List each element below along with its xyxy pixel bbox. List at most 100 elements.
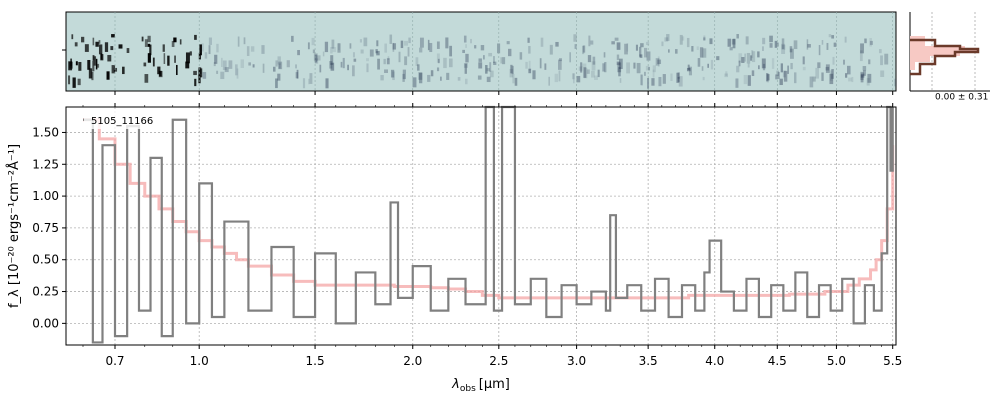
twod-pixel — [766, 73, 769, 82]
twod-pixel — [815, 67, 819, 79]
twod-pixel — [149, 44, 152, 56]
twod-pixel — [330, 62, 335, 71]
x-tick-label: 1.5 — [306, 354, 325, 368]
twod-pixel — [758, 65, 760, 70]
twod-pixel — [144, 74, 149, 83]
twod-pixel — [657, 59, 662, 65]
twod-pixel — [644, 71, 646, 76]
twod-pixel — [198, 74, 201, 84]
twod-pixel — [429, 42, 433, 53]
twod-pixel — [322, 51, 325, 57]
twod-pixel — [555, 41, 559, 47]
twod-pixel — [380, 75, 384, 81]
twod-pixel — [702, 76, 705, 81]
twod-pixel — [118, 44, 123, 49]
twod-pixel — [222, 60, 227, 71]
twod-pixel — [860, 71, 864, 80]
twod-pixel — [201, 43, 204, 52]
twod-pixel — [766, 74, 770, 83]
twod-pixel — [88, 68, 93, 79]
twod-pixel — [776, 42, 779, 47]
twod-pixel — [189, 51, 192, 56]
twod-pixel — [736, 34, 739, 39]
twod-pixel — [528, 45, 531, 54]
twod-pixel — [377, 58, 380, 70]
twod-pixel — [710, 59, 714, 70]
twod-pixel — [193, 70, 197, 76]
twod-pixel — [869, 40, 873, 45]
twod-pixel — [818, 44, 821, 56]
twod-pixel — [446, 72, 450, 80]
twod-pixel — [617, 62, 622, 73]
twod-pixel — [147, 43, 151, 47]
twod-pixel — [185, 61, 190, 69]
twod-pixel — [790, 48, 794, 59]
twod-pixel — [867, 73, 872, 83]
twod-pixel — [604, 62, 607, 73]
twod-pixel — [651, 78, 655, 86]
twod-pixel — [750, 55, 753, 61]
y-tick-label: 0.25 — [32, 285, 59, 299]
twod-pixel — [493, 56, 495, 64]
twod-pixel — [558, 70, 561, 82]
twod-pixel — [806, 39, 809, 50]
twod-pixel — [640, 43, 644, 48]
twod-pixel — [74, 42, 78, 47]
twod-pixel — [329, 61, 333, 69]
twod-pixel — [569, 52, 571, 63]
twod-background — [65, 11, 897, 92]
twod-pixel — [98, 40, 101, 44]
twod-pixel — [152, 57, 155, 67]
twod-pixel — [295, 72, 299, 79]
twod-pixel — [616, 54, 620, 61]
twod-pixel — [291, 35, 294, 42]
twod-pixel — [163, 53, 166, 65]
twod-pixel — [383, 58, 386, 65]
twod-pixel — [639, 46, 642, 57]
twod-pixel — [92, 55, 95, 61]
twod-pixel — [652, 65, 656, 73]
twod-pixel — [240, 59, 245, 69]
twod-pixel — [309, 73, 313, 84]
y-tick-label: 1.00 — [32, 189, 59, 203]
twod-pixel — [707, 63, 709, 68]
twod-pixel — [833, 42, 837, 47]
twod-pixel — [741, 57, 745, 63]
y-tick-label: 0.50 — [32, 253, 59, 267]
histogram-label: 0.00 ± 0.31 — [935, 93, 988, 103]
twod-pixel — [847, 65, 851, 75]
twod-pixel — [390, 69, 395, 78]
twod-pixel — [746, 52, 751, 64]
x-tick-label: 4.0 — [705, 354, 724, 368]
twod-pixel — [311, 37, 315, 46]
twod-pixel — [122, 66, 125, 75]
twod-pixel — [480, 45, 485, 51]
twod-pixel — [202, 72, 207, 79]
twod-pixel — [126, 48, 130, 53]
twod-pixel — [732, 38, 736, 49]
twod-pixel — [443, 57, 447, 69]
x-axis-label-unit: [μm] — [479, 377, 510, 392]
twod-pixel — [848, 77, 852, 82]
x-tick-label: 3.0 — [567, 354, 586, 368]
twod-pixel — [278, 61, 283, 70]
twod-pixel — [614, 37, 619, 41]
twod-pixel — [375, 49, 378, 54]
twod-pixel — [592, 56, 596, 65]
x-tick-label: 5.0 — [827, 354, 846, 368]
twod-pixel — [655, 58, 660, 66]
twod-pixel — [92, 37, 95, 46]
twod-pixel — [216, 70, 219, 74]
twod-pixel — [157, 66, 161, 75]
twod-pixel — [844, 36, 847, 43]
twod-pixel — [489, 62, 492, 72]
histogram-fill — [910, 36, 978, 70]
twod-pixel — [436, 53, 440, 63]
twod-pixel — [297, 49, 300, 56]
twod-pixel — [527, 37, 530, 43]
twod-pixel — [779, 78, 783, 86]
twod-pixel — [781, 44, 786, 50]
twod-pixel — [308, 78, 310, 85]
x-axis-label: λobs [μm] — [451, 377, 510, 394]
